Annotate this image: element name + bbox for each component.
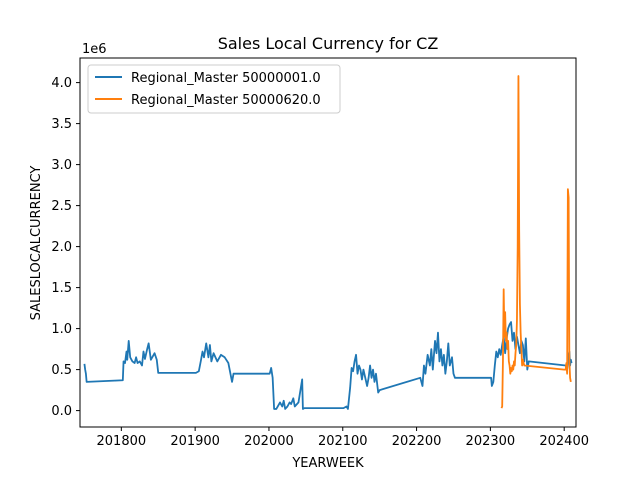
x-tick-label: 202000 bbox=[244, 434, 294, 449]
y-tick-label: 4.0 bbox=[51, 76, 72, 91]
y-axis: 0.0 0.5 1.0 1.5 2.0 2.5 3.0 3.5 4.0 bbox=[51, 76, 80, 419]
y-tick-label: 1.0 bbox=[51, 322, 72, 337]
legend-label-series-2: Regional_Master 50000620.0 bbox=[131, 93, 321, 108]
y-tick-label: 3.0 bbox=[51, 158, 72, 173]
chart-title: Sales Local Currency for CZ bbox=[218, 34, 439, 53]
y-tick-label: 3.5 bbox=[51, 117, 72, 132]
x-tick-label: 201900 bbox=[170, 434, 220, 449]
x-tick-label: 202400 bbox=[539, 434, 589, 449]
legend: Regional_Master 50000001.0 Regional_Mast… bbox=[87, 64, 341, 114]
legend-label-series-1: Regional_Master 50000001.0 bbox=[131, 71, 321, 86]
x-tick-label: 202100 bbox=[318, 434, 368, 449]
x-axis-label: YEARWEEK bbox=[291, 456, 364, 471]
y-tick-label: 0.5 bbox=[51, 363, 72, 378]
x-axis: 201800 201900 202000 202100 202200 202300 2024… bbox=[97, 427, 589, 449]
y-tick-label: 0.0 bbox=[51, 404, 72, 419]
y-tick-label: 1.5 bbox=[51, 281, 72, 296]
y-axis-label: SALESLOCALCURRENCY bbox=[29, 166, 44, 321]
y-tick-label: 2.5 bbox=[51, 199, 72, 214]
series-line-1 bbox=[83, 321, 573, 410]
series-line-2 bbox=[500, 75, 572, 409]
x-tick-label: 202200 bbox=[392, 434, 442, 449]
plot-frame bbox=[79, 57, 577, 428]
x-tick-label: 201800 bbox=[97, 434, 147, 449]
series-layer bbox=[83, 75, 573, 410]
legend-box bbox=[87, 64, 341, 114]
y-offset-label: 1e6 bbox=[82, 42, 107, 57]
x-tick-label: 202300 bbox=[466, 434, 516, 449]
y-tick-label: 2.0 bbox=[51, 240, 72, 255]
